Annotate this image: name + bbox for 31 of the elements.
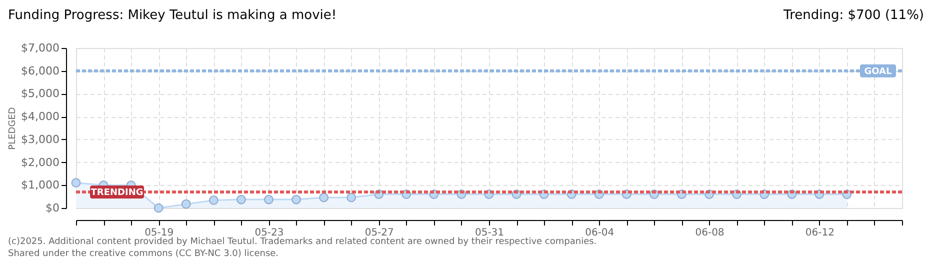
x-tick-label: 06-12 xyxy=(805,228,834,238)
y-tick-label: $2,000 xyxy=(21,156,60,169)
point xyxy=(236,194,246,204)
x-tick-label: 05-23 xyxy=(254,228,284,238)
x-tick-label: 06-08 xyxy=(695,228,724,238)
point xyxy=(319,192,328,202)
chart-title: Funding Progress: Mikey Teutul is making a movie! xyxy=(8,8,337,23)
y-tick-label: $7,000 xyxy=(21,42,60,54)
ref-line-label: GOAL xyxy=(864,66,892,77)
point xyxy=(181,199,191,209)
x-tick-label: 05-31 xyxy=(474,228,504,238)
y-tick-label: $5,000 xyxy=(21,87,60,100)
point xyxy=(264,194,274,204)
y-tick-label: $4,000 xyxy=(21,110,60,124)
text: Trending: $700 (11%) xyxy=(782,8,924,23)
x-tick-label: 05-19 xyxy=(144,228,174,238)
text: (c)2025. Additional content provided by Michael Teutul. Trademarks and related content are owned by their respective companies. xyxy=(8,237,597,247)
x-tick-label: 06-04 xyxy=(585,228,614,238)
text: Shared under the creative commons (CC BY-NC 3.0) license. xyxy=(8,249,279,259)
point xyxy=(346,192,356,202)
y-tick-label: $3,000 xyxy=(21,132,60,146)
point xyxy=(208,196,218,205)
x-tick-label: 05-27 xyxy=(364,228,394,238)
point xyxy=(154,203,164,213)
point xyxy=(71,178,81,188)
y-tick-label: $6,000 xyxy=(21,64,60,78)
point xyxy=(292,194,301,204)
y-tick-label: $1,000 xyxy=(21,178,60,192)
ref-line-label: TRENDING xyxy=(90,188,144,198)
y-axis-title: PLEDGED xyxy=(8,107,18,150)
y-tick-label: $0 xyxy=(46,202,60,214)
